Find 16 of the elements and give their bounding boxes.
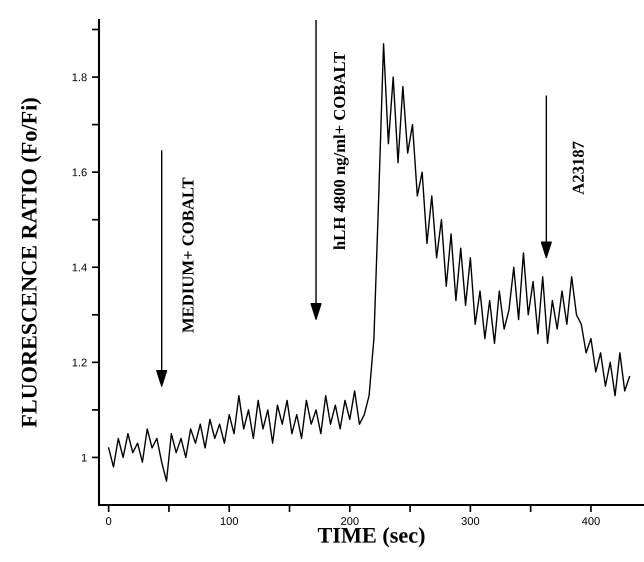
y-tick-label: 1.8 — [72, 73, 87, 82]
y-axis-title: FLUORESCENCE RATIO (Fo/Fi) — [21, 98, 42, 428]
x-tick-label: 400 — [582, 517, 600, 525]
y-tick-label: 1.6 — [72, 168, 87, 176]
x-tick-label: 0 — [106, 517, 112, 525]
x-tick-label: 100 — [220, 517, 238, 525]
line-series — [108, 43, 630, 482]
y-tick-label: 1.4 — [72, 264, 87, 272]
ref-line-label: A23187 — [572, 141, 584, 195]
y-tick-label: 1.2 — [72, 358, 87, 366]
x-axis-title: TIME (sec) — [318, 527, 425, 548]
x-tick-label: 300 — [462, 517, 480, 525]
ref-line-label: MEDIUM+ COBALT — [182, 178, 194, 333]
ref-line-label: hLH 4800 ng/ml+ COBALT — [333, 52, 349, 250]
x-tick-label: 200 — [341, 517, 359, 525]
y-tick-label: 1 — [82, 454, 87, 462]
